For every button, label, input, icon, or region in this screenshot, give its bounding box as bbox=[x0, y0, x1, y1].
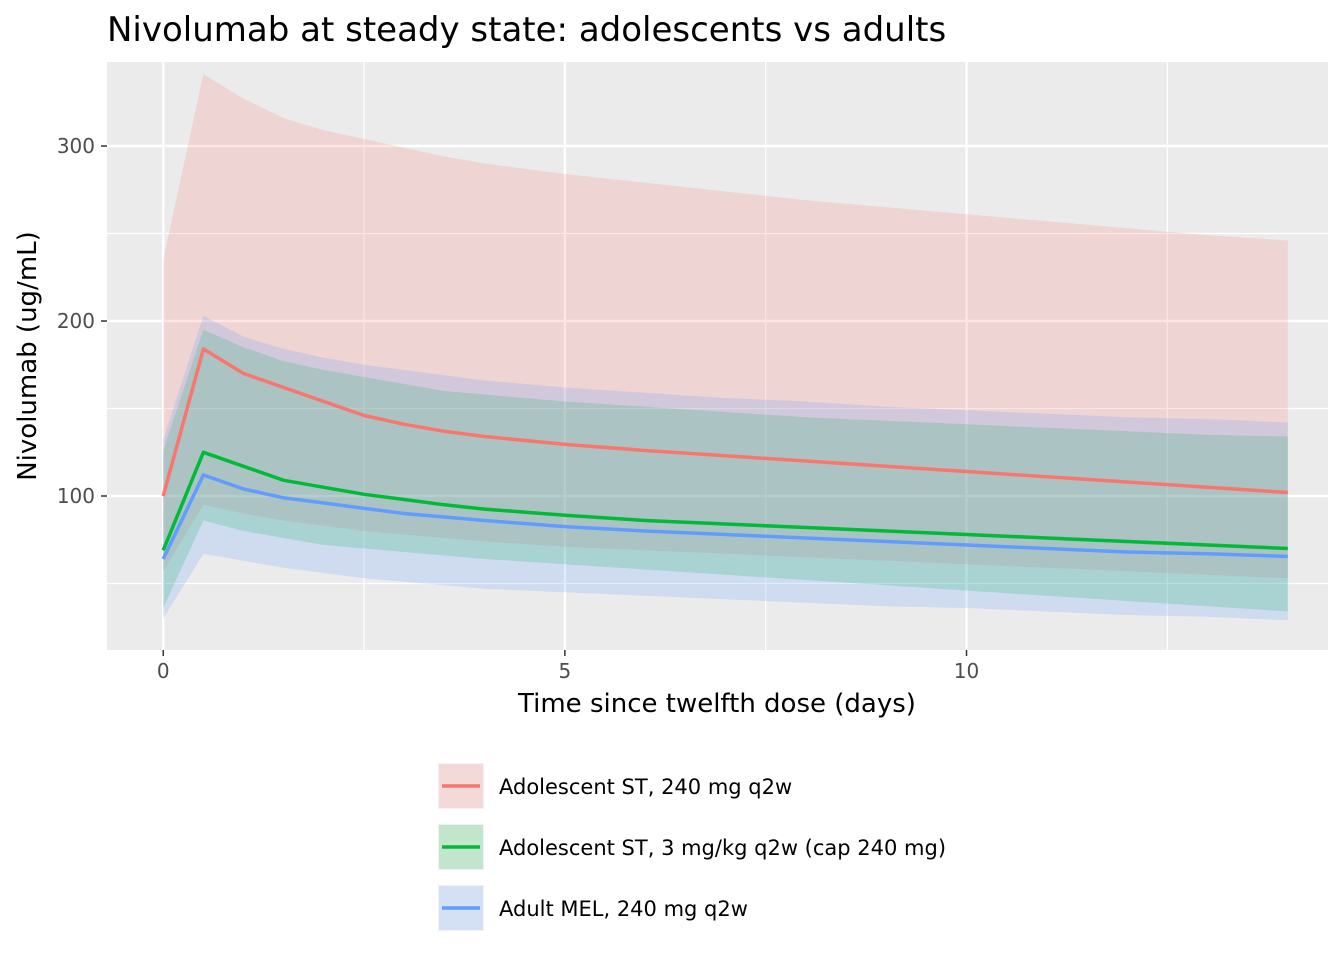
legend: Adolescent ST, 240 mg q2w Adolescent ST, … bbox=[438, 763, 946, 931]
ribbon-series-1 bbox=[163, 74, 1288, 579]
x-tick-label: 10 bbox=[954, 659, 979, 683]
y-axis-title: Nivolumab (ug/mL) bbox=[13, 231, 43, 481]
legend-label: Adolescent ST, 3 mg/kg q2w (cap 240 mg) bbox=[499, 836, 946, 860]
ribbon-series-2 bbox=[163, 329, 1288, 612]
x-tick-label: 5 bbox=[559, 659, 572, 683]
legend-item-3: Adult MEL, 240 mg q2w bbox=[438, 885, 748, 931]
x-axis-title: Time since twelfth dose (days) bbox=[517, 689, 916, 719]
x-tick-label: 0 bbox=[157, 659, 170, 683]
axis-ticks: 0 5 10 100 200 300 bbox=[57, 134, 979, 683]
ribbon-series-3 bbox=[163, 315, 1288, 621]
gridlines bbox=[107, 62, 1328, 650]
ribbons bbox=[163, 74, 1288, 621]
legend-label: Adult MEL, 240 mg q2w bbox=[499, 897, 748, 921]
legend-item-2: Adolescent ST, 3 mg/kg q2w (cap 240 mg) bbox=[438, 824, 946, 870]
y-tick-label: 200 bbox=[57, 309, 95, 333]
chart-title: Nivolumab at steady state: adolescents v… bbox=[107, 10, 946, 50]
legend-item-1: Adolescent ST, 240 mg q2w bbox=[438, 763, 792, 809]
line-series-1 bbox=[161, 347, 1288, 497]
legend-label: Adolescent ST, 240 mg q2w bbox=[499, 775, 792, 799]
line-series-3 bbox=[161, 473, 1288, 560]
line-series-2 bbox=[161, 450, 1288, 551]
series-lines bbox=[161, 347, 1288, 560]
y-tick-label: 300 bbox=[57, 134, 95, 158]
y-tick-label: 100 bbox=[57, 484, 95, 508]
